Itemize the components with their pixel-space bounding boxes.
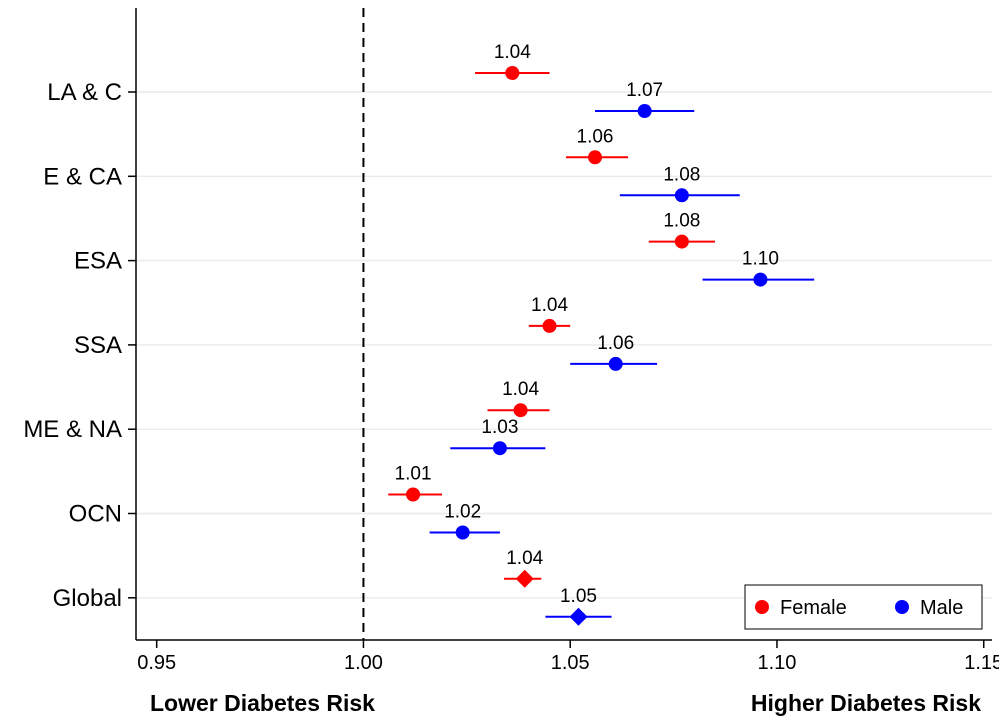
data-label: 1.06: [597, 333, 634, 354]
data-label: 1.08: [663, 211, 700, 232]
x-tick-label: 1.10: [757, 652, 796, 674]
legend-female-marker: [755, 600, 769, 614]
x-tick-label: 1.15: [964, 652, 999, 674]
x-ticks: 0.95 1.00 1.05 1.10 1.15: [137, 640, 999, 674]
data-label: 1.07: [626, 80, 663, 101]
higher-risk-label: Higher Diabetes Risk: [751, 690, 981, 716]
legend: Female Male: [744, 584, 983, 630]
data-label: 1.04: [502, 379, 539, 400]
y-tick-label: Global: [53, 585, 122, 612]
estimate-point: [492, 441, 507, 456]
estimate-point: [674, 188, 689, 203]
data-label: 1.05: [560, 586, 597, 607]
estimate-point: [637, 104, 652, 118]
x-tick-label: 1.05: [551, 652, 590, 674]
legend-male-label: Male: [920, 597, 963, 619]
estimate-point: [406, 487, 421, 502]
estimate-point: [455, 525, 470, 540]
data-marks: 1.04 1.06 1.08 1.04 1.04 1.01 1.04 1.07 1.08 1.10…: [388, 42, 815, 626]
legend-female-label: Female: [780, 597, 847, 619]
y-tick-label: SSA: [74, 332, 122, 359]
data-label: 1.01: [395, 464, 432, 485]
y-ticks: LA & C E & CA ESA SSA ME & NA OCN Global: [23, 79, 136, 612]
data-label: 1.04: [494, 42, 531, 63]
y-tick-label: LA & C: [47, 79, 122, 106]
x-tick-label: 0.95: [137, 652, 176, 674]
data-label: 1.08: [663, 164, 700, 185]
y-tick-label: OCN: [69, 501, 122, 528]
estimate-diamond: [515, 569, 534, 588]
estimate-point: [753, 272, 768, 287]
estimate-point: [513, 403, 528, 418]
data-label: 1.10: [742, 249, 779, 270]
estimate-diamond: [569, 607, 588, 626]
data-label: 1.06: [577, 126, 614, 147]
estimate-point: [608, 356, 623, 371]
estimate-point: [674, 234, 689, 249]
data-label: 1.03: [481, 417, 518, 438]
data-label: 1.02: [444, 502, 481, 523]
legend-male-marker: [895, 600, 909, 614]
estimate-point: [505, 66, 520, 80]
lower-risk-label: Lower Diabetes Risk: [150, 690, 375, 716]
x-tick-label: 1.00: [344, 652, 383, 674]
axes: [135, 8, 992, 641]
estimate-point: [542, 318, 557, 333]
estimate-point: [588, 150, 603, 165]
y-tick-label: E & CA: [43, 163, 122, 190]
y-tick-label: ESA: [74, 248, 122, 275]
gridlines: [136, 91, 992, 599]
y-tick-label: ME & NA: [23, 416, 122, 443]
data-label: 1.04: [531, 295, 568, 316]
legend-box: [744, 584, 983, 630]
data-label: 1.04: [506, 548, 543, 569]
